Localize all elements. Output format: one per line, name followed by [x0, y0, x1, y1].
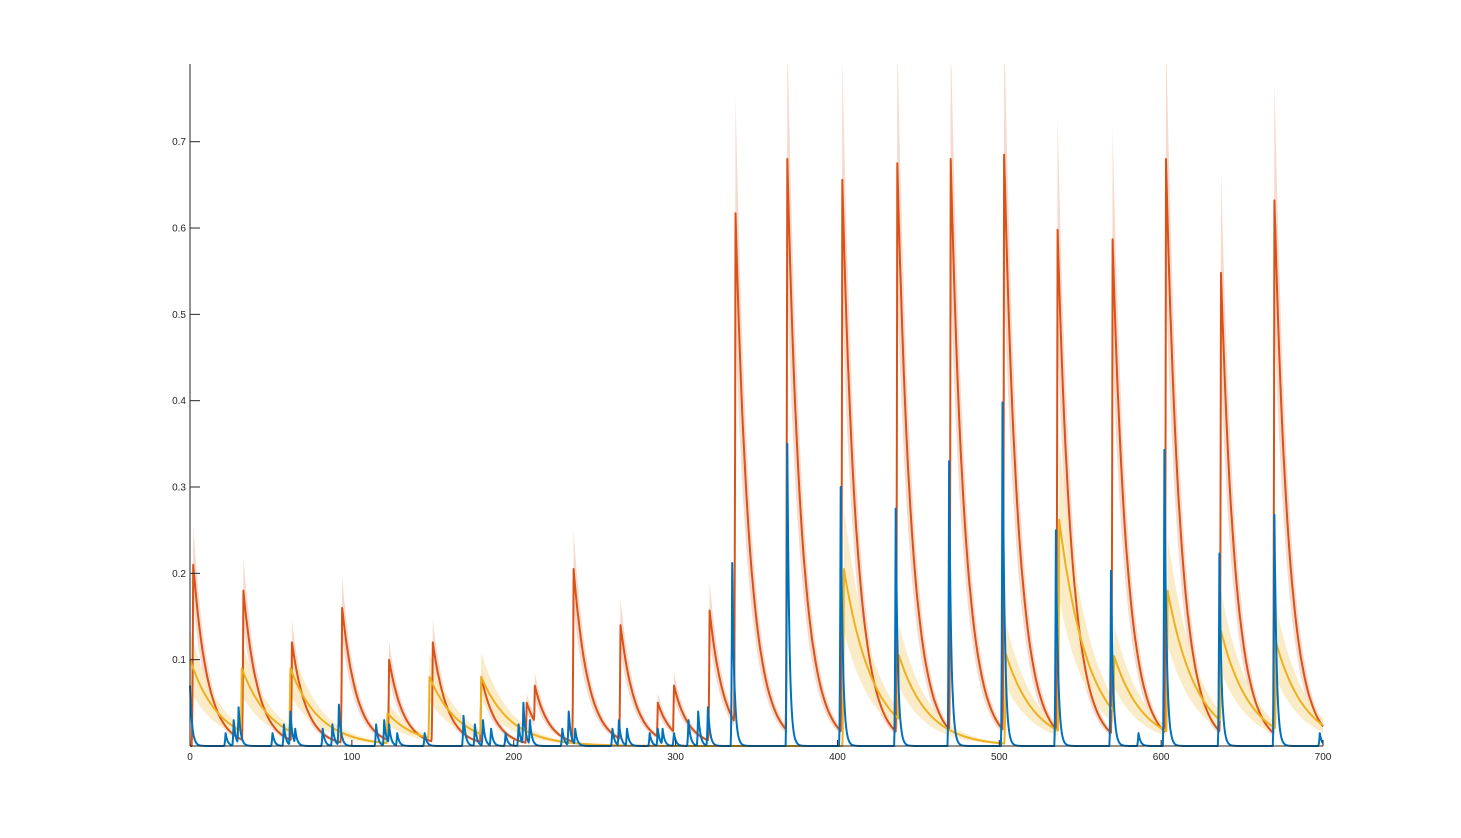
y-tick-label: 0.4	[172, 396, 186, 407]
y-tick-label: 0.6	[172, 224, 186, 235]
y-tick-label: 0.7	[172, 137, 186, 148]
y-tick-label: 0.1	[172, 655, 186, 666]
y-tick-label: 0.2	[172, 569, 186, 580]
y-tick-label: 0.3	[172, 483, 186, 494]
series-lines	[189, 153, 1324, 747]
x-tick-label: 300	[667, 752, 684, 763]
series-line-orange	[189, 153, 1324, 747]
x-tick-label: 600	[1153, 752, 1170, 763]
axes	[189, 64, 1323, 747]
band-orange	[190, 64, 1323, 746]
x-ticks: 0 100 200 300 400 500 600 700	[187, 740, 1332, 763]
y-tick-label: 0.5	[172, 310, 186, 321]
series-line-blue	[189, 401, 1324, 747]
x-tick-label: 400	[829, 752, 846, 763]
x-tick-label: 500	[991, 752, 1008, 763]
y-ticks: 0.1 0.2 0.3 0.4 0.5 0.6 0.7	[172, 137, 200, 666]
x-tick-label: 0	[187, 752, 193, 763]
confidence-bands	[190, 64, 1323, 746]
x-tick-label: 100	[344, 752, 361, 763]
x-tick-label: 700	[1315, 752, 1332, 763]
x-tick-label: 200	[505, 752, 522, 763]
